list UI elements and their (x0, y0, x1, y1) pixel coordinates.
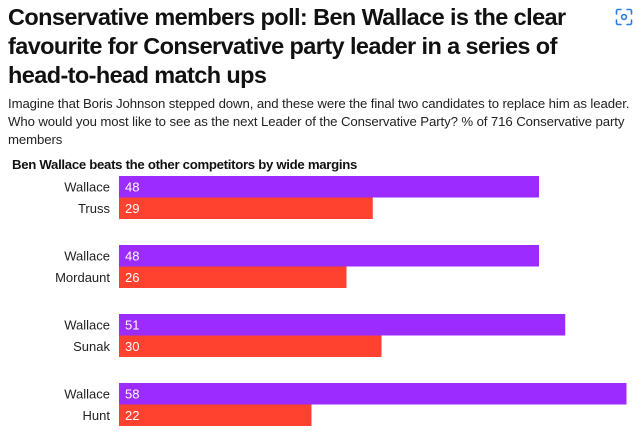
bar-group: Wallace 48 Mordaunt 26 (55, 245, 539, 288)
bar-hunt (119, 404, 312, 426)
chart-subtitle: Imagine that Boris Johnson stepped down,… (8, 96, 630, 147)
data-label: 48 (125, 179, 139, 194)
data-label: 58 (125, 386, 139, 401)
bar-group: Wallace 51 Sunak 30 (64, 314, 566, 357)
data-label: 22 (125, 408, 139, 423)
category-label: Truss (78, 201, 111, 216)
data-label: 29 (125, 201, 139, 216)
bar-wallace (119, 176, 539, 198)
chart-title: Ben Wallace beats the other competitors … (12, 157, 358, 172)
bar-mordaunt (119, 266, 347, 288)
category-label: Sunak (73, 339, 110, 354)
bar-sunak (119, 335, 382, 357)
data-label: 51 (125, 317, 139, 332)
category-label: Mordaunt (55, 270, 110, 285)
visual-search-icon[interactable] (615, 8, 633, 26)
data-label: 48 (125, 248, 139, 263)
category-label: Wallace (64, 386, 110, 401)
bar-truss (119, 197, 373, 219)
category-label: Wallace (64, 248, 110, 263)
chart-headline: Conservative members poll: Ben Wallace i… (8, 4, 566, 88)
category-label: Wallace (64, 317, 110, 332)
bar-group: Wallace 48 Truss 29 (64, 176, 539, 219)
bar-wallace (119, 383, 627, 405)
category-label: Wallace (64, 179, 110, 194)
bar-group: Wallace 58 Hunt 22 (64, 383, 627, 426)
category-label: Hunt (83, 408, 111, 423)
bar-wallace (119, 245, 539, 267)
data-label: 26 (125, 270, 139, 285)
bar-wallace (119, 314, 566, 336)
data-label: 30 (125, 339, 139, 354)
